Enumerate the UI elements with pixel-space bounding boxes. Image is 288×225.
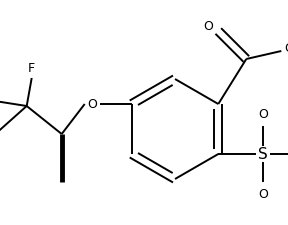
Text: O: O	[284, 42, 288, 55]
Text: O: O	[203, 20, 213, 33]
Text: F: F	[28, 62, 35, 75]
Text: O: O	[87, 98, 97, 111]
Text: O: O	[258, 108, 268, 121]
Text: O: O	[258, 188, 268, 201]
Text: S: S	[258, 147, 268, 162]
